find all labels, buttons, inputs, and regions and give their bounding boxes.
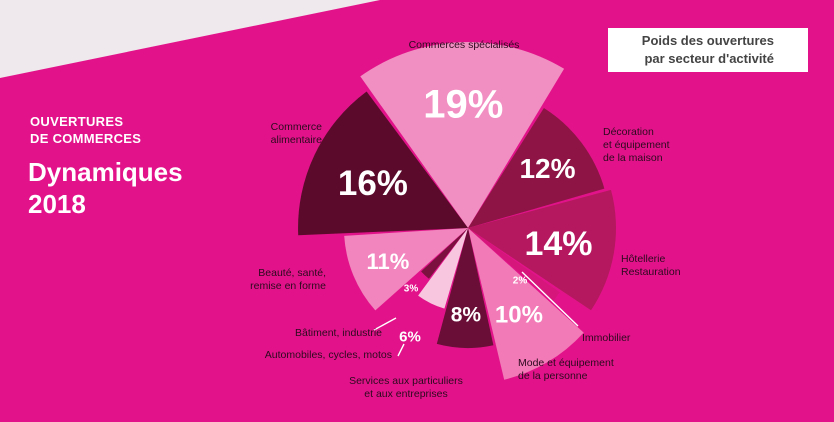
pie-slice	[360, 42, 565, 229]
category-label-line: Commerces spécialisés	[409, 39, 520, 51]
pie-category-label: Décoration et équipement de la maison	[603, 126, 670, 164]
category-label-line: Commerce	[271, 121, 323, 133]
pie-category-label: Immobilier	[582, 332, 631, 344]
category-label-line: et aux entreprises	[364, 388, 447, 400]
pie-value-label: 8%	[451, 304, 482, 327]
pie-category-label: Automobiles, cycles, motos	[265, 349, 392, 361]
category-label-line: Beauté, santé,	[258, 267, 326, 279]
pie-slice	[298, 91, 468, 236]
top-left-grey-band	[0, 0, 380, 78]
leader-lines	[373, 271, 579, 357]
pie-value-label: 6%	[399, 328, 421, 345]
badge-line-1: Poids des ouvertures	[641, 33, 774, 48]
category-label-line: de la maison	[603, 152, 663, 164]
leader-line	[521, 271, 579, 327]
pie-category-label: Beauté, santé, remise en forme	[250, 267, 326, 292]
pie-slice	[344, 228, 468, 311]
pie-slice	[468, 228, 560, 302]
leader-line	[373, 317, 397, 331]
pie-value-label: 16%	[338, 164, 408, 203]
leader-line	[397, 343, 405, 357]
category-label-line: et équipement	[603, 139, 670, 151]
pie-value-label: 2%	[513, 276, 528, 287]
page-title-line-2: 2018	[28, 189, 86, 219]
pie-value-label: 3%	[404, 284, 419, 295]
pie-value-label: 10%	[495, 301, 543, 328]
pie-value-label: 11%	[366, 249, 409, 274]
pie-value-label: 19%	[423, 83, 503, 127]
pie-category-label: Mode et équipement de la personne	[518, 357, 614, 382]
pie-slice	[468, 228, 584, 380]
pie-value-labels: 19% 12% 14% 2% 10% 8% 6% 3% 11% 16%	[338, 83, 593, 346]
pie-slice	[436, 228, 494, 349]
pie-value-label: 12%	[519, 153, 575, 184]
category-label-line: Immobilier	[582, 332, 631, 344]
pie-slice	[468, 189, 616, 311]
pie-category-label: Commerce alimentaire	[271, 121, 323, 146]
pie-slice	[421, 228, 468, 279]
category-label-line: Mode et équipement	[518, 357, 614, 369]
category-label-line: Décoration	[603, 126, 654, 138]
pie-slices	[298, 42, 616, 380]
category-label-line: alimentaire	[271, 134, 323, 146]
category-label-line: Services aux particuliers	[349, 375, 463, 387]
pie-category-label: Bâtiment, industrie	[295, 327, 382, 339]
pie-slice	[468, 108, 605, 228]
pie-category-label: Commerces spécialisés	[409, 39, 520, 51]
category-label-line: de la personne	[518, 370, 588, 382]
category-label-line: Hôtellerie	[621, 253, 666, 265]
kicker-line-2: DE COMMERCES	[30, 131, 142, 146]
category-label-line: Bâtiment, industrie	[295, 327, 382, 339]
badge-line-2: par secteur d'activité	[644, 51, 774, 66]
category-label-line: Automobiles, cycles, motos	[265, 349, 392, 361]
pie-slice	[418, 228, 468, 309]
pie-value-label: 14%	[524, 225, 592, 263]
pie-category-label: Services aux particuliers et aux entrepri…	[349, 375, 463, 400]
category-label-line: Restauration	[621, 266, 681, 278]
page-title-line-1: Dynamiques	[28, 157, 183, 187]
category-label-line: remise en forme	[250, 280, 326, 292]
pie-category-label: Hôtellerie Restauration	[621, 253, 681, 278]
chart-caption-badge: Poids des ouvertures par secteur d'activ…	[608, 28, 808, 72]
pie-category-labels: Commerces spécialisés Décoration et équipe…	[250, 39, 681, 400]
kicker-line-1: OUVERTURES	[30, 114, 124, 129]
